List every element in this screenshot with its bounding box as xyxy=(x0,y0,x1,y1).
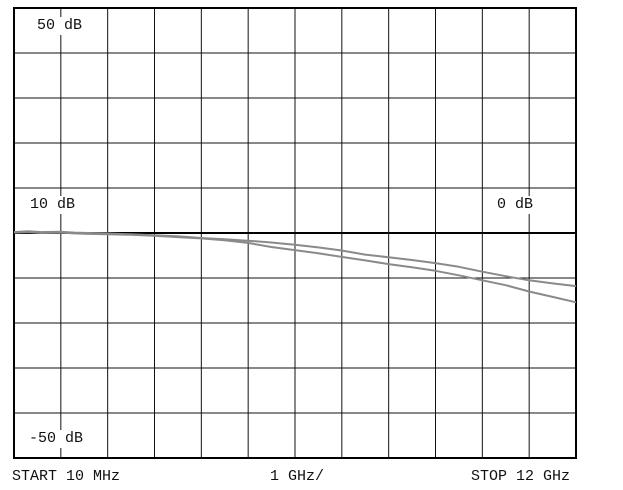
label-bottom-left: -50 dB xyxy=(27,430,86,448)
label-mid-left: 10 dB xyxy=(28,196,78,214)
footer-start: START 10 MHz xyxy=(12,468,121,485)
label-mid-right: 0 dB xyxy=(495,196,536,214)
label-top-left: 50 dB xyxy=(35,17,85,35)
footer-stop: STOP 12 GHz xyxy=(471,468,571,485)
footer-scale: 1 GHz/ xyxy=(270,468,325,485)
plot-frame xyxy=(13,7,577,459)
plot-grid xyxy=(13,7,577,459)
traces xyxy=(13,230,577,304)
trace-2 xyxy=(13,231,577,304)
